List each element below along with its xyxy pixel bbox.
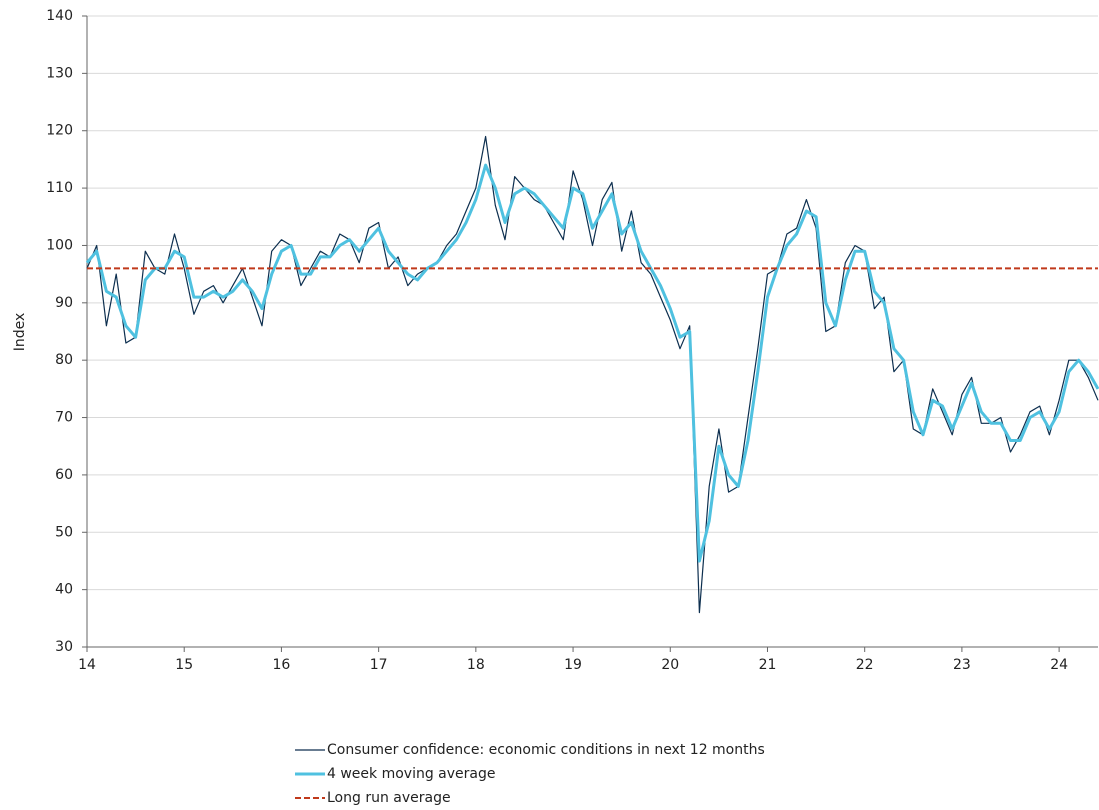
y-tick-label: 110 — [46, 180, 73, 196]
x-tick-label: 22 — [856, 657, 874, 673]
x-tick-label: 21 — [759, 657, 777, 673]
y-tick-label: 50 — [55, 524, 73, 540]
y-tick-label: 80 — [55, 352, 73, 368]
x-tick-label: 23 — [953, 657, 971, 673]
y-tick-label: 30 — [55, 639, 73, 655]
y-tick-label: 140 — [46, 8, 73, 24]
y-tick-label: 90 — [55, 295, 73, 311]
legend-label: 4 week moving average — [327, 766, 496, 782]
legend-label: Consumer confidence: economic conditions… — [327, 742, 765, 758]
x-tick-label: 15 — [175, 657, 193, 673]
y-tick-label: 120 — [46, 123, 73, 139]
x-tick-label: 19 — [564, 657, 582, 673]
y-tick-label: 100 — [46, 237, 73, 253]
x-tick-label: 20 — [661, 657, 679, 673]
x-tick-label: 18 — [467, 657, 485, 673]
x-tick-label: 17 — [370, 657, 388, 673]
series-line — [86, 135, 1099, 614]
series-line — [85, 163, 1099, 563]
y-axis-label: Index — [12, 313, 28, 352]
y-tick-label: 130 — [46, 65, 73, 81]
x-tick-label: 24 — [1050, 657, 1068, 673]
x-tick-label: 14 — [78, 657, 96, 673]
y-tick-label: 40 — [55, 582, 73, 598]
x-tick-label: 16 — [273, 657, 291, 673]
y-tick-label: 70 — [55, 410, 73, 426]
legend-label: Long run average — [327, 790, 451, 806]
y-tick-label: 60 — [55, 467, 73, 483]
